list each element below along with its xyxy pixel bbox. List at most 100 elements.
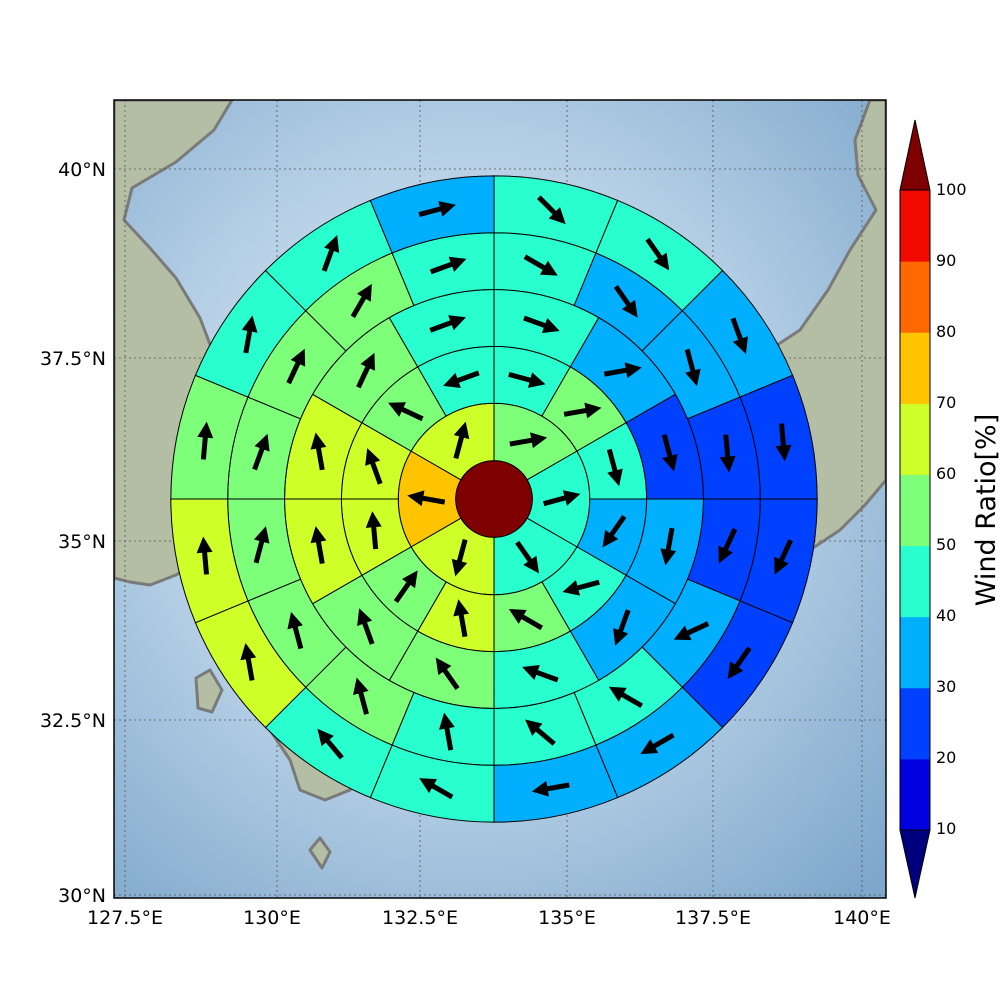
map-panel xyxy=(114,100,886,898)
wind-arrow xyxy=(287,611,304,650)
colorbar-tick: 10 xyxy=(936,819,956,838)
colorbar-tick: 70 xyxy=(936,393,956,412)
y-tick-label: 30°N xyxy=(58,885,106,907)
wind-arrow xyxy=(453,421,470,459)
wind-arrow xyxy=(774,539,793,575)
colorbar-cell xyxy=(900,261,930,333)
colorbar-tick: 60 xyxy=(936,464,956,483)
x-tick-label: 135°E xyxy=(538,907,596,929)
colorbar-frame xyxy=(899,189,931,831)
wind-arrow xyxy=(660,527,677,566)
colorbar-tick: 40 xyxy=(936,606,956,625)
wind-arrow xyxy=(393,570,418,603)
wind-arrow xyxy=(543,490,581,507)
wind-arrow xyxy=(407,490,446,507)
wind-arrow xyxy=(419,778,454,800)
wind-arrow xyxy=(727,646,752,680)
wind-arrow xyxy=(241,315,258,354)
x-tick-label: 132.5°E xyxy=(382,907,458,929)
colorbar-cell xyxy=(900,403,930,475)
wind-arrow xyxy=(365,448,383,485)
colorbar-tick: 90 xyxy=(936,251,956,270)
colorbar-tick: 80 xyxy=(936,322,956,341)
tsushima-island xyxy=(194,668,224,714)
wind-arrow xyxy=(531,780,570,797)
wind-arrow xyxy=(453,599,470,638)
colorbar-cell xyxy=(900,687,930,760)
colorbar: 10 20 30 40 50 60 70 80 90 100 Wind Rati… xyxy=(899,119,1000,899)
wind-arrow xyxy=(775,423,792,462)
wind-arrow xyxy=(562,579,600,596)
colorbar-cell xyxy=(900,616,930,689)
colorbar-ticks: 10 20 30 40 50 60 70 80 90 100 xyxy=(936,180,967,838)
colorbar-label: Wind Ratio[%] xyxy=(971,414,1000,606)
wind-arrow xyxy=(321,235,340,272)
y-tick-label: 32.5°N xyxy=(40,710,106,732)
wind-ratio-sector xyxy=(369,175,495,254)
wind-arrow xyxy=(522,664,559,683)
colorbar-cell xyxy=(900,190,930,262)
wind-arrow xyxy=(603,362,642,379)
colorbar-tick: 20 xyxy=(936,748,956,767)
wind-arrow xyxy=(443,370,480,388)
wind-arrow xyxy=(563,402,602,419)
wind-arrow xyxy=(608,686,644,708)
wind-arrow xyxy=(252,433,270,471)
wind-arrow xyxy=(196,536,213,575)
wind-arrow xyxy=(451,539,468,577)
wind-arrow xyxy=(509,432,548,449)
map-frame xyxy=(113,99,887,899)
wind-arrow xyxy=(310,526,327,565)
colorbar-cell xyxy=(900,545,930,618)
colorbar-cells xyxy=(900,190,930,831)
y-axis-ticks: 30°N 32.5°N 35°N 37.5°N 40°N xyxy=(40,159,106,907)
colorbar-under-triangle xyxy=(899,829,931,899)
wind-arrow xyxy=(613,285,638,318)
wind-arrow xyxy=(350,283,372,319)
wind-arrow xyxy=(310,432,327,471)
wind-arrow xyxy=(602,514,627,548)
wind-arrow xyxy=(356,352,375,389)
wind-arrow xyxy=(388,402,424,422)
wind-arrow xyxy=(523,315,560,334)
wind-arrow xyxy=(435,657,460,691)
x-tick-label: 127.5°E xyxy=(87,907,163,929)
wind-arrow xyxy=(357,608,375,645)
wind-arrow xyxy=(429,315,466,333)
wind-arrow xyxy=(353,677,369,715)
y-tick-label: 35°N xyxy=(58,531,106,553)
wind-arrow xyxy=(439,712,455,751)
tanegashima-island xyxy=(308,836,332,870)
wind-arrow xyxy=(684,348,701,387)
wind-arrow xyxy=(317,728,344,760)
wind-arrow xyxy=(508,371,546,388)
x-tick-label: 137.5°E xyxy=(675,907,751,929)
wind-arrow xyxy=(523,254,558,276)
x-tick-label: 130°E xyxy=(243,907,301,929)
wind-arrow xyxy=(240,643,257,681)
wind-arrow xyxy=(606,448,623,487)
colorbar-cell xyxy=(900,474,930,547)
colorbar-cell xyxy=(900,332,930,404)
wind-arrow xyxy=(197,421,214,460)
x-tick-label: 140°E xyxy=(833,907,891,929)
wind-arrow xyxy=(645,237,670,271)
wind-arrow xyxy=(365,511,382,550)
wind-arrow xyxy=(718,528,738,564)
center-disk xyxy=(455,460,533,538)
wind-arrow xyxy=(508,608,543,631)
y-tick-label: 40°N xyxy=(58,159,106,181)
wind-arrow xyxy=(661,434,678,472)
y-tick-label: 37.5°N xyxy=(40,348,106,370)
colorbar-tick: 30 xyxy=(936,677,956,696)
wind-arrow xyxy=(418,201,456,218)
colorbar-tick: 50 xyxy=(936,535,956,554)
wind-arrow xyxy=(730,317,748,355)
colorbar-cell xyxy=(900,758,930,831)
wind-direction-arrows xyxy=(196,195,793,800)
wind-arrow xyxy=(429,256,467,275)
x-axis-ticks: 127.5°E 130°E 132.5°E 135°E 137.5°E 140°… xyxy=(87,907,891,929)
wind-arrow xyxy=(286,348,306,385)
wind-arrow xyxy=(515,540,540,574)
